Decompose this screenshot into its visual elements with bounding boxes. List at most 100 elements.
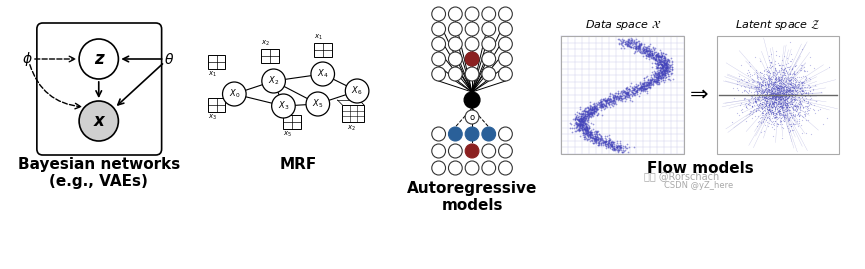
Point [778, 97, 792, 102]
Text: $X_0$: $X_0$ [228, 88, 240, 100]
Point [748, 99, 762, 104]
Point [573, 117, 587, 121]
Point [757, 100, 771, 105]
Point [750, 85, 764, 89]
Point [772, 86, 785, 90]
Circle shape [448, 161, 462, 175]
Point [592, 101, 606, 105]
Point [647, 48, 661, 52]
Point [586, 136, 600, 140]
Point [620, 43, 634, 48]
Point [642, 44, 656, 48]
Point [772, 94, 786, 98]
Point [647, 79, 661, 83]
Point [618, 90, 632, 95]
Point [781, 89, 795, 93]
Point [742, 60, 756, 65]
Point [761, 111, 775, 115]
Point [742, 70, 756, 75]
Point [659, 63, 673, 67]
Point [774, 93, 788, 97]
Point [629, 89, 643, 93]
Point [775, 85, 789, 89]
Point [786, 84, 800, 89]
Point [617, 89, 631, 93]
Point [770, 87, 784, 91]
Point [658, 66, 672, 70]
Point [775, 104, 789, 108]
Point [754, 129, 768, 134]
Point [778, 102, 791, 107]
Point [642, 81, 656, 86]
Text: Data space $\mathcal{X}$: Data space $\mathcal{X}$ [585, 18, 661, 32]
Point [773, 84, 787, 89]
Point [582, 113, 596, 118]
Point [650, 62, 664, 66]
Point [637, 78, 650, 82]
Point [607, 97, 621, 102]
Point [784, 80, 798, 84]
Point [786, 89, 800, 93]
Circle shape [432, 161, 445, 175]
Point [639, 49, 653, 54]
Point [589, 134, 603, 139]
Point [788, 98, 802, 103]
Point [652, 62, 666, 66]
Point [572, 117, 586, 122]
Point [612, 144, 626, 148]
Point [795, 93, 809, 97]
Point [777, 116, 791, 121]
Point [653, 59, 667, 64]
Point [573, 125, 586, 129]
Point [778, 92, 792, 97]
Point [587, 106, 601, 111]
Circle shape [465, 52, 479, 66]
Point [611, 147, 625, 151]
Point [766, 95, 779, 99]
Point [661, 67, 675, 71]
Point [607, 146, 621, 150]
Point [770, 107, 784, 111]
Point [759, 83, 772, 87]
Point [660, 57, 674, 62]
Point [781, 116, 795, 120]
Point [750, 96, 764, 101]
Point [776, 88, 790, 93]
Point [764, 83, 778, 87]
Point [768, 80, 782, 84]
Point [778, 106, 792, 110]
Point [637, 76, 650, 80]
Point [750, 71, 764, 76]
Point [744, 95, 758, 100]
Point [596, 141, 610, 145]
Point [580, 117, 594, 122]
Point [588, 105, 602, 109]
Point [759, 111, 773, 115]
Point [761, 108, 775, 112]
Point [765, 101, 778, 105]
Point [766, 103, 779, 107]
Point [797, 106, 811, 110]
Point [751, 97, 765, 101]
Point [766, 70, 779, 74]
Point [651, 77, 665, 82]
Point [616, 96, 630, 101]
Point [764, 91, 778, 95]
Point [771, 104, 785, 108]
Point [610, 96, 624, 101]
Point [655, 54, 669, 58]
Point [620, 91, 634, 95]
Point [656, 75, 670, 79]
Point [798, 112, 812, 116]
Point [776, 96, 790, 101]
Circle shape [448, 67, 462, 81]
Point [769, 85, 783, 89]
Point [775, 73, 789, 77]
Point [762, 107, 776, 111]
Point [775, 94, 789, 98]
Point [655, 69, 669, 73]
Point [589, 139, 603, 144]
Point [786, 82, 800, 87]
Point [775, 80, 789, 84]
Point [637, 51, 650, 55]
